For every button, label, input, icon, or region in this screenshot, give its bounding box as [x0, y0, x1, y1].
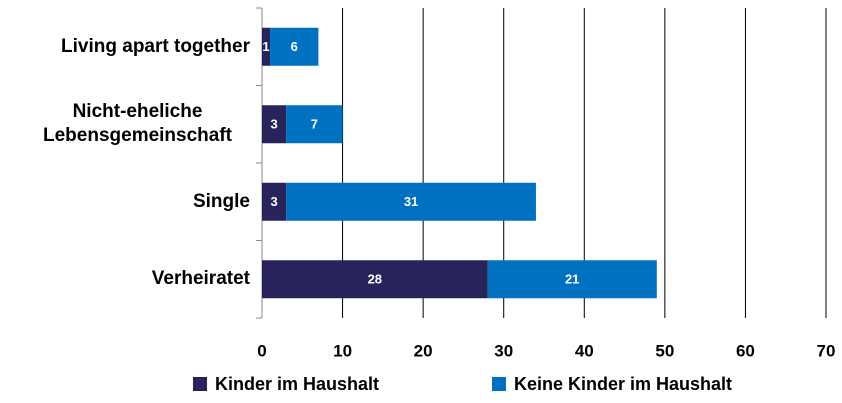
bar	[487, 260, 657, 299]
data-label: 1	[262, 39, 269, 54]
x-tick-label: 70	[817, 341, 836, 360]
x-tick-label: 30	[494, 341, 513, 360]
x-tick-label: 10	[333, 341, 352, 360]
data-label: 3	[270, 117, 277, 132]
y-tick-label: Nicht-eheliche Lebensgemeinschaft	[43, 101, 232, 147]
data-label: 21	[565, 272, 579, 287]
data-label: 7	[311, 117, 318, 132]
y-tick-label-box: Living apart together	[0, 17, 250, 77]
x-tick-label: 40	[575, 341, 594, 360]
legend-swatch	[492, 377, 506, 391]
bar	[262, 105, 287, 144]
y-tick-label: Living apart together	[61, 35, 250, 57]
legend-label: Kinder im Haushalt	[215, 374, 379, 394]
x-tick-label: 50	[655, 341, 674, 360]
data-label: 28	[368, 272, 382, 287]
x-tick-label: 0	[257, 341, 266, 360]
y-tick-label-box: Nicht-eheliche Lebensgemeinschaft	[0, 94, 250, 154]
data-label: 6	[291, 39, 298, 54]
y-tick-label-box: Verheiratet	[0, 249, 250, 309]
y-tick-label-box: Single	[0, 172, 250, 232]
y-tick-label: Verheiratet	[151, 268, 250, 290]
bar	[270, 27, 319, 66]
bar	[262, 182, 287, 221]
x-tick-label: 20	[414, 341, 433, 360]
bar	[286, 182, 536, 221]
data-label: 3	[270, 194, 277, 209]
bar	[286, 105, 343, 144]
x-tick-label: 60	[736, 341, 755, 360]
bar	[262, 260, 488, 299]
bar	[262, 27, 271, 66]
y-tick-label: Single	[192, 190, 250, 212]
data-label: 31	[404, 194, 418, 209]
legend-label: Keine Kinder im Haushalt	[514, 374, 732, 394]
legend-swatch	[193, 377, 207, 391]
